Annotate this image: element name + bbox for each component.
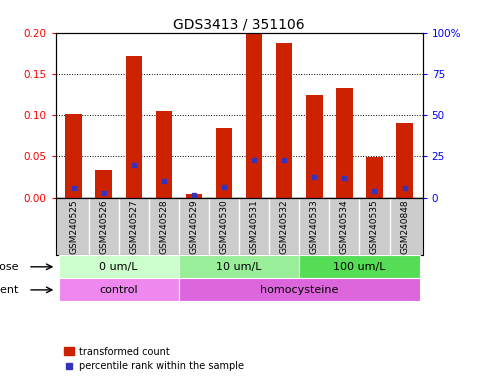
Legend: transformed count, percentile rank within the sample: transformed count, percentile rank withi… [60, 343, 248, 375]
Text: 10 um/L: 10 um/L [216, 262, 262, 272]
Text: agent: agent [0, 285, 19, 295]
Text: GSM240528: GSM240528 [159, 199, 169, 254]
Text: GSM240530: GSM240530 [220, 199, 228, 254]
Text: GSM240526: GSM240526 [99, 199, 108, 254]
Bar [179, 278, 420, 301]
Text: GSM240535: GSM240535 [370, 199, 379, 254]
Text: 100 um/L: 100 um/L [333, 262, 386, 272]
Bar [58, 278, 179, 301]
Bar [336, 88, 353, 197]
Bar [276, 43, 293, 197]
Bar [299, 255, 420, 278]
Bar [246, 34, 262, 197]
Text: GSM240529: GSM240529 [189, 199, 199, 254]
Text: GSM240848: GSM240848 [400, 199, 409, 254]
Text: dose: dose [0, 262, 19, 272]
Bar [396, 123, 413, 197]
Text: GSM240532: GSM240532 [280, 199, 289, 254]
Bar [126, 56, 142, 197]
Title: GDS3413 / 351106: GDS3413 / 351106 [173, 18, 305, 31]
Text: GSM240533: GSM240533 [310, 199, 319, 254]
Bar [156, 111, 172, 197]
Text: GSM240531: GSM240531 [250, 199, 258, 254]
Text: GSM240525: GSM240525 [69, 199, 78, 254]
Bar [58, 255, 179, 278]
Text: 0 um/L: 0 um/L [99, 262, 138, 272]
Text: GSM240527: GSM240527 [129, 199, 138, 254]
Bar [366, 157, 383, 197]
Bar [216, 128, 232, 197]
Bar [65, 114, 82, 197]
Text: control: control [99, 285, 138, 295]
Text: GSM240534: GSM240534 [340, 199, 349, 254]
Bar [179, 255, 299, 278]
Bar [96, 169, 112, 197]
Bar [185, 194, 202, 197]
Bar [306, 95, 323, 197]
Text: homocysteine: homocysteine [260, 285, 339, 295]
